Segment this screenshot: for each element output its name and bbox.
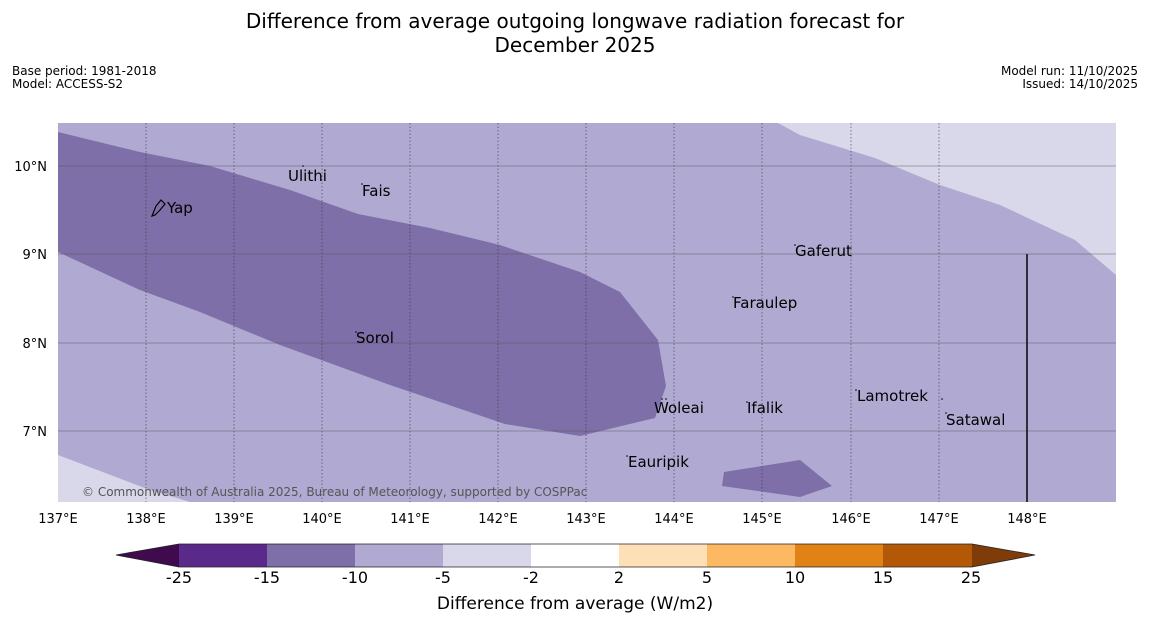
region-band-neg10-to-neg15-small [722,460,832,497]
colorbar-tick: -25 [166,568,192,587]
colorbar-outline [115,543,1036,568]
meta-right: Model run: 11/10/2025 Issued: 14/10/2025 [1001,65,1138,91]
place-ulithi: Ulithi [288,167,327,185]
title-line-1: Difference from average outgoing longwav… [245,9,905,33]
map-field: Ulithi Fais Yap Gaferut Faraulep Sorol L… [58,123,1116,502]
colorbar-tick: -15 [254,568,280,587]
base-period: Base period: 1981-2018 [12,64,157,78]
lon-label-143e: 143°E [566,512,606,527]
place-yap: Yap [166,199,193,217]
place-faraulep: Faraulep [733,294,797,312]
lon-label-140e: 140°E [302,512,342,527]
colorbar-tick: 15 [873,568,893,587]
yap-island-outline [150,199,166,217]
colorbar-extend-low [116,544,179,567]
latitude-labels: 10°N 9°N 8°N 7°N [14,160,47,440]
colorbar-segment [443,544,531,567]
issued-date: Issued: 14/10/2025 [1022,77,1138,91]
place-sorol: Sorol [356,329,394,347]
lon-label-141e: 141°E [390,512,430,527]
colorbar-segment [883,544,972,567]
lon-label-148e: 148°E [1007,512,1047,527]
colorbar-tick: -2 [523,568,539,587]
title-line-2: December 2025 [494,33,656,57]
lat-label-8n: 8°N [23,337,48,352]
lon-label-137e: 137°E [38,512,78,527]
place-fais: Fais [362,182,391,200]
lon-label-147e: 147°E [919,512,959,527]
place-lamotrek: Lamotrek [857,387,928,405]
colorbar-tick: -10 [342,568,368,587]
colorbar-segment [267,544,355,567]
lat-label-7n: 7°N [23,425,48,440]
model-run: Model run: 11/10/2025 [1000,64,1138,78]
colorbar-tick: 5 [702,568,712,587]
lon-label-144e: 144°E [654,512,694,527]
colorbar-segment [531,544,619,567]
colorbar: -25 -15 -10 -5 -2 2 5 10 15 25 [115,543,1036,587]
colorbar-tick: 25 [961,568,981,587]
region-band-neg2-to-neg5-sw [58,455,190,502]
colorbar-tick: -5 [435,568,451,587]
colorbar-segment [707,544,795,567]
place-woleai: Woleai [654,399,704,417]
parallel-lines [58,165,1116,432]
place-satawal: Satawal [946,411,1005,429]
lon-label-142e: 142°E [478,512,518,527]
colorbar-segment [795,544,883,567]
colorbar-segment [355,544,443,567]
lon-label-138e: 138°E [126,512,166,527]
meta-left: Base period: 1981-2018 Model: ACCESS-S2 [12,65,157,91]
meridian-lines [145,123,940,502]
colorbar-tick: 10 [785,568,805,587]
place-labels: Ulithi Fais Yap Gaferut Faraulep Sorol L… [166,167,1005,471]
region-band-neg2-to-neg5-ne [778,123,1116,275]
atoll-dots [302,165,947,457]
colorbar-segment [179,544,267,567]
colorbar-label: Difference from average (W/m2) [436,594,714,614]
place-gaferut: Gaferut [795,242,852,260]
longitude-labels: 137°E 138°E 139°E 140°E 141°E 142°E 143°… [38,512,1047,527]
lon-label-146e: 146°E [831,512,871,527]
colorbar-segment [619,544,707,567]
lon-label-145e: 145°E [742,512,782,527]
lat-label-10n: 10°N [14,160,47,175]
lon-label-139e: 139°E [214,512,254,527]
map-title: Difference from average outgoing longwav… [0,9,1150,57]
copyright-notice: © Commonwealth of Australia 2025, Bureau… [82,485,587,499]
lat-label-9n: 9°N [23,248,48,263]
region-band-neg10-to-neg15-main [58,132,666,436]
place-eauripik: Eauripik [628,453,689,471]
colorbar-extend-high [972,544,1035,567]
colorbar-tick-labels: -25 -15 -10 -5 -2 2 5 10 15 25 [166,568,981,587]
model-name: Model: ACCESS-S2 [12,77,124,91]
place-ifalik: Ifalik [747,399,783,417]
colorbar-tick: 2 [614,568,624,587]
